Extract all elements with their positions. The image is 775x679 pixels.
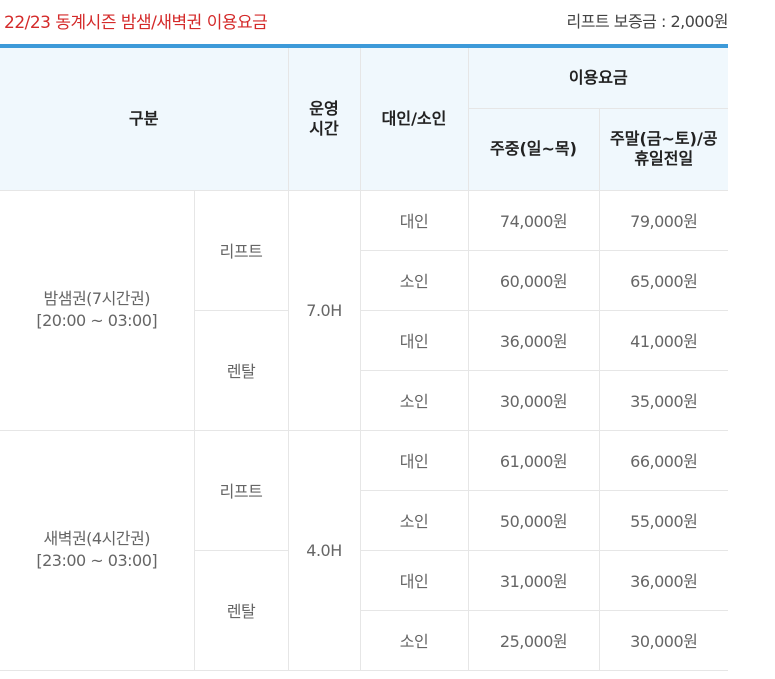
table-row: 소인 30,000원 35,000원 — [0, 369, 729, 431]
weekday-price: 74,000원 — [467, 189, 600, 251]
header-hours: 운영 시간 — [287, 48, 361, 191]
header-weekday: 주중(일~목) — [467, 107, 600, 191]
pass-name: 밤샘권(7시간권) — [43, 289, 151, 308]
table-row: 소인 60,000원 65,000원 — [0, 249, 729, 311]
operating-hours: 4.0H — [287, 429, 361, 671]
pass-type: 리프트 — [193, 189, 289, 311]
table-row: 새벽권(4시간권) [23:00 ~ 03:00] 리프트 4.0H 대인 61… — [0, 429, 729, 671]
weekday-price: 50,000원 — [467, 489, 600, 551]
pass-time-range: [20:00 ~ 03:00] — [36, 311, 158, 330]
age-label: 대인 — [359, 549, 469, 611]
age-label: 소인 — [359, 369, 469, 431]
age-label: 대인 — [359, 429, 469, 491]
weekend-price: 36,000원 — [598, 549, 729, 611]
weekend-price: 55,000원 — [598, 489, 729, 551]
page-title: 22/23 동계시즌 밤샘/새벽권 이용요금 — [4, 13, 268, 33]
weekend-price: 41,000원 — [598, 309, 729, 371]
weekend-price: 35,000원 — [598, 369, 729, 431]
weekend-price: 79,000원 — [598, 189, 729, 251]
pass-name-cell: 밤샘권(7시간권) [20:00 ~ 03:00] — [0, 189, 195, 431]
weekend-price: 66,000원 — [598, 429, 729, 491]
weekday-price: 30,000원 — [467, 369, 600, 431]
pass-time-range: [23:00 ~ 03:00] — [36, 551, 158, 570]
pass-type: 리프트 — [193, 429, 289, 551]
table-row: 렌탈 대인 36,000원 41,000원 — [0, 309, 729, 431]
table-row: 렌탈 대인 31,000원 36,000원 — [0, 549, 729, 671]
age-label: 대인 — [359, 189, 469, 251]
weekday-price: 60,000원 — [467, 249, 600, 311]
weekend-price: 65,000원 — [598, 249, 729, 311]
weekday-price: 61,000원 — [467, 429, 600, 491]
weekday-price: 31,000원 — [467, 549, 600, 611]
pass-name-cell: 새벽권(4시간권) [23:00 ~ 03:00] — [0, 429, 195, 671]
table-row: 소인 25,000원 30,000원 — [0, 609, 729, 671]
weekday-price: 36,000원 — [467, 309, 600, 371]
weekend-price: 30,000원 — [598, 609, 729, 671]
age-label: 대인 — [359, 309, 469, 371]
table-row: 밤샘권(7시간권) [20:00 ~ 03:00] 리프트 7.0H 대인 74… — [0, 189, 729, 431]
header-bar: 22/23 동계시즌 밤샘/새벽권 이용요금 리프트 보증금 : 2,000원 — [0, 0, 728, 46]
age-label: 소인 — [359, 249, 469, 311]
header-fee: 이용요금 — [467, 48, 729, 109]
header-divider — [0, 44, 728, 48]
weekday-price: 25,000원 — [467, 609, 600, 671]
pass-type: 렌탈 — [193, 309, 289, 431]
header-age: 대인/소인 — [359, 48, 469, 191]
header-weekend: 주말(금~토)/공 휴일전일 — [598, 107, 729, 191]
operating-hours: 7.0H — [287, 189, 361, 431]
header-category: 구분 — [0, 48, 289, 191]
price-table: 구분 운영 시간 대인/소인 이용요금 주중(일~목) 주말(금~토)/공 휴일전일… — [0, 48, 729, 671]
lift-deposit-note: 리프트 보증금 : 2,000원 — [566, 12, 729, 31]
pass-type: 렌탈 — [193, 549, 289, 671]
pass-name: 새벽권(4시간권) — [43, 529, 151, 548]
age-label: 소인 — [359, 489, 469, 551]
age-label: 소인 — [359, 609, 469, 671]
